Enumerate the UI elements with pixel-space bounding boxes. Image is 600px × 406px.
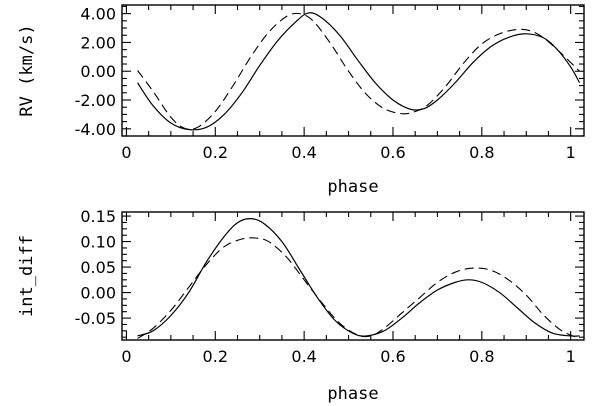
rv-y-tick-label: 4.00 — [80, 5, 116, 24]
rv-panel: 0 0.2 0.4 0.6 0.8 1 -4.00 -2.00 0.00 2.00 4.00 phas… — [17, 4, 585, 197]
rv-x-tick-label: 0.4 — [291, 143, 316, 162]
rv-y-axis-title: RV (km/s) — [17, 24, 37, 116]
int-diff-y-tick-label: -0.05 — [75, 309, 116, 328]
int-diff-x-axis-title: phase — [327, 384, 378, 404]
int-diff-x-tick-label: 0.2 — [203, 347, 228, 366]
int-diff-panel: 0 0.2 0.4 0.6 0.8 1 -0.05 0.00 0.05 0.10 0.15 phase… — [17, 207, 585, 404]
rv-x-tick-label: 1 — [566, 143, 576, 162]
int-diff-y-tick-label: 0.00 — [80, 284, 116, 303]
rv-y-tick-label: 0.00 — [80, 62, 116, 81]
rv-x-tick-label: 0.6 — [380, 143, 405, 162]
rv-series-dashed-line — [137, 12, 580, 130]
int-diff-y-axis-title: int_diff — [17, 235, 37, 317]
int-diff-x-tick-label: 0.4 — [291, 347, 316, 366]
rv-series-solid-line — [137, 12, 581, 131]
int-diff-series-dashed-line — [137, 237, 580, 339]
rv-y-tick-label: 2.00 — [80, 33, 116, 52]
int-diff-x-tick-label: 0.6 — [380, 347, 405, 366]
int-diff-plot-frame — [121, 211, 585, 341]
rv-y-tick-label: -4.00 — [75, 120, 116, 139]
int-diff-y-tick-label: 0.15 — [80, 207, 116, 226]
int-diff-y-tick-label: 0.10 — [80, 233, 116, 252]
int-diff-y-tick-label: 0.05 — [80, 258, 116, 277]
int-diff-x-tick-label: 1 — [566, 347, 576, 366]
rv-y-tick-label: -2.00 — [75, 91, 116, 110]
int-diff-x-tick-label: 0 — [121, 347, 131, 366]
rv-plot-frame — [121, 4, 585, 137]
int-diff-x-tick-label: 0.8 — [469, 347, 494, 366]
rv-x-tick-label: 0 — [121, 143, 131, 162]
int-diff-series-solid-line — [137, 218, 580, 337]
rv-x-tick-label: 0.2 — [203, 143, 228, 162]
rv-x-tick-label: 0.8 — [469, 143, 494, 162]
rv-x-axis-title: phase — [327, 177, 378, 197]
